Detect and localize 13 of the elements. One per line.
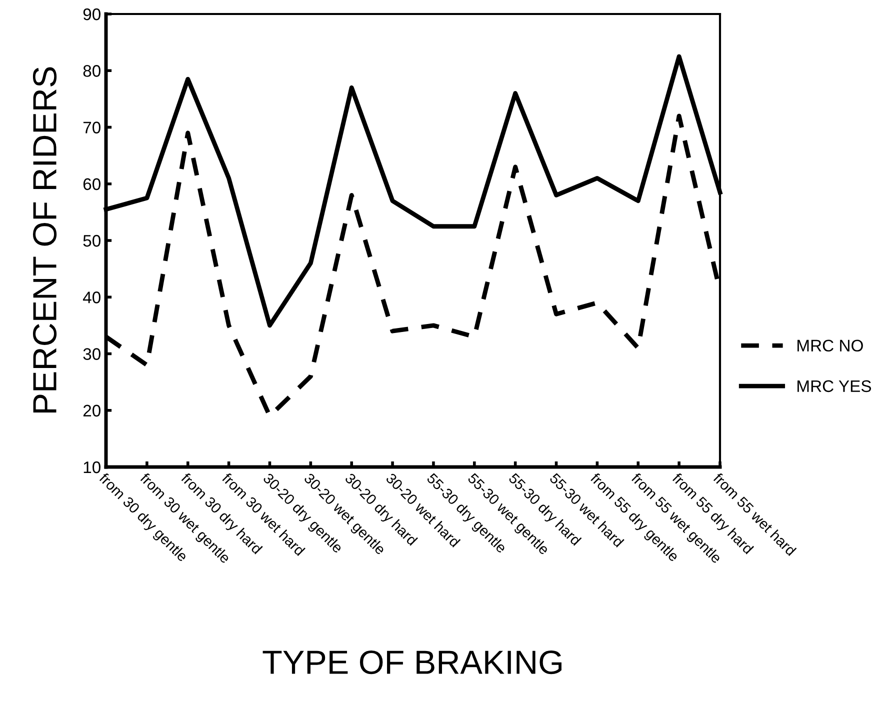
y-tick-label: 50 xyxy=(83,234,100,247)
y-axis-title: PERCENT OF RIDERS xyxy=(32,67,57,412)
y-tick-label: 30 xyxy=(83,348,100,360)
legend-label: MRC NO xyxy=(798,340,863,352)
y-tick-label: 80 xyxy=(83,65,100,77)
y-tick-label: 40 xyxy=(82,292,100,304)
y-tick-label: 60 xyxy=(83,178,100,190)
y-tick-label: 90 xyxy=(83,8,100,20)
y-tick-label: 70 xyxy=(83,122,100,134)
x-axis-title: TYPE OF BRAKING xyxy=(262,650,562,674)
y-tick-label: 10 xyxy=(84,461,100,474)
y-tick-label: 20 xyxy=(83,404,100,417)
legend-label: MRC YES xyxy=(798,380,872,392)
